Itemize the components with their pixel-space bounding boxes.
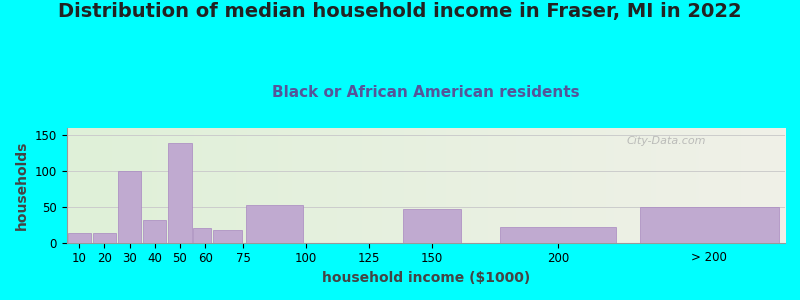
Bar	[640, 207, 779, 243]
Bar	[194, 228, 210, 243]
Bar	[500, 227, 616, 243]
Bar	[143, 220, 166, 243]
Bar	[168, 143, 191, 243]
Bar	[93, 232, 116, 243]
Title: Black or African American residents: Black or African American residents	[272, 85, 579, 100]
X-axis label: household income ($1000): household income ($1000)	[322, 271, 530, 285]
Bar	[403, 209, 461, 243]
Y-axis label: households: households	[15, 140, 29, 230]
Text: > 200: > 200	[691, 251, 727, 264]
Bar	[213, 230, 242, 243]
Text: Distribution of median household income in Fraser, MI in 2022: Distribution of median household income …	[58, 2, 742, 20]
Text: City-Data.com: City-Data.com	[627, 136, 706, 146]
Bar	[246, 205, 303, 243]
Bar	[118, 171, 141, 243]
Bar	[67, 232, 90, 243]
